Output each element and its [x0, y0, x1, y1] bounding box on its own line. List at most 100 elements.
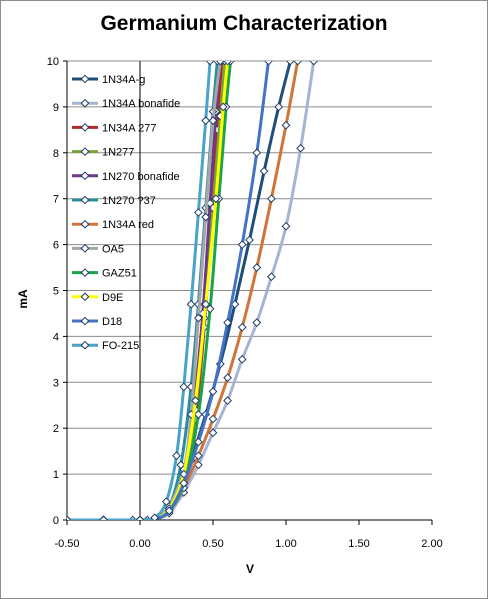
data-point — [285, 61, 295, 66]
legend-label: OA5 — [102, 243, 124, 255]
data-point — [194, 313, 203, 323]
data-point — [205, 304, 215, 314]
x-tick-label: 0.50 — [202, 538, 223, 550]
y-tick-label: 9 — [53, 102, 59, 114]
data-point — [309, 61, 319, 66]
data-point — [267, 194, 276, 204]
legend-label: 1N34A red — [102, 219, 154, 231]
data-point — [135, 515, 145, 520]
series — [67, 61, 319, 520]
data-point — [252, 263, 262, 272]
data-point — [245, 235, 254, 245]
series-line — [67, 61, 233, 520]
data-point — [99, 515, 108, 520]
y-tick-label: 8 — [53, 148, 59, 160]
data-point — [215, 61, 225, 66]
y-tick-label: 1 — [53, 469, 59, 481]
data-point — [208, 116, 218, 126]
data-point — [223, 373, 232, 383]
data-point — [259, 166, 269, 176]
data-point — [208, 414, 218, 424]
legend-marker — [80, 147, 90, 156]
legend-label: D9E — [102, 292, 123, 304]
data-point — [194, 437, 203, 447]
legend-label: 1N270 ?37 — [102, 195, 156, 207]
y-tick-label: 7 — [53, 194, 59, 206]
legend-marker — [80, 74, 90, 84]
x-tick-label: -0.50 — [54, 538, 79, 550]
data-point — [223, 318, 232, 328]
legend-marker — [80, 292, 90, 302]
data-point — [281, 221, 291, 231]
data-point — [293, 61, 303, 66]
data-point — [264, 61, 273, 66]
data-point — [186, 299, 196, 309]
data-point — [237, 354, 247, 364]
data-point — [161, 497, 171, 507]
chart-title: Germanium Characterization — [100, 12, 388, 35]
legend-marker — [80, 171, 90, 181]
x-axis-label: V — [245, 562, 254, 576]
x-tick-label: 1.50 — [348, 538, 369, 550]
data-point — [218, 102, 228, 112]
y-tick-label: 5 — [53, 286, 59, 298]
legend-marker — [80, 98, 90, 108]
x-tick-label: 1.00 — [275, 538, 296, 550]
data-point — [223, 396, 232, 406]
legend-marker — [80, 316, 90, 326]
data-point — [237, 240, 247, 249]
data-point — [296, 143, 305, 153]
data-point — [201, 299, 211, 309]
y-tick-label: 0 — [53, 515, 59, 527]
legend-label: D18 — [102, 316, 122, 328]
legend-label: FO-215 — [102, 340, 139, 352]
data-point — [237, 322, 247, 332]
y-tick-label: 3 — [53, 377, 59, 389]
data-point — [194, 410, 203, 419]
legend-label: GAZ51 — [102, 268, 137, 280]
x-tick-label: 0.00 — [129, 538, 150, 550]
data-point — [179, 478, 189, 488]
legend-marker — [80, 195, 90, 205]
data-point — [172, 451, 181, 461]
legend-marker — [80, 123, 90, 132]
data-point — [208, 387, 218, 396]
data-point — [252, 318, 262, 328]
legend-marker — [80, 244, 90, 253]
legend: 1N34A-g 1N34A bonafide 1N34A 277 1N277 1N270… — [72, 74, 180, 352]
series-11 — [67, 61, 215, 520]
data-point — [205, 61, 215, 66]
data-point — [164, 506, 174, 516]
y-tick-label: 4 — [53, 331, 59, 343]
series-line — [67, 61, 270, 520]
legend-label: 1N34A-g — [102, 74, 145, 86]
legend-label: 1N34A bonafide — [102, 98, 180, 110]
data-point — [274, 102, 284, 112]
y-tick-label: 2 — [53, 423, 59, 435]
data-point — [67, 515, 72, 520]
y-tick-label: 6 — [53, 240, 59, 252]
data-point — [150, 513, 159, 520]
data-point — [194, 208, 203, 217]
data-point — [252, 148, 262, 158]
data-point — [281, 120, 291, 130]
series-line — [67, 61, 212, 520]
legend-marker — [80, 268, 90, 277]
legend-label: 1N34A 277 — [102, 122, 156, 134]
data-point — [267, 272, 276, 282]
data-point — [191, 396, 200, 406]
data-point — [223, 61, 232, 66]
legend-marker — [80, 219, 90, 229]
series-line — [67, 61, 230, 520]
y-tick-label: 10 — [47, 56, 59, 68]
x-tick-label: 2.00 — [421, 538, 442, 550]
data-point — [201, 212, 211, 222]
legend-label: 1N270 bonafide — [102, 171, 180, 183]
data-point — [201, 116, 211, 126]
data-point — [179, 382, 189, 392]
legend-label: 1N277 — [102, 147, 134, 159]
data-point — [208, 428, 218, 438]
data-point — [211, 194, 221, 204]
